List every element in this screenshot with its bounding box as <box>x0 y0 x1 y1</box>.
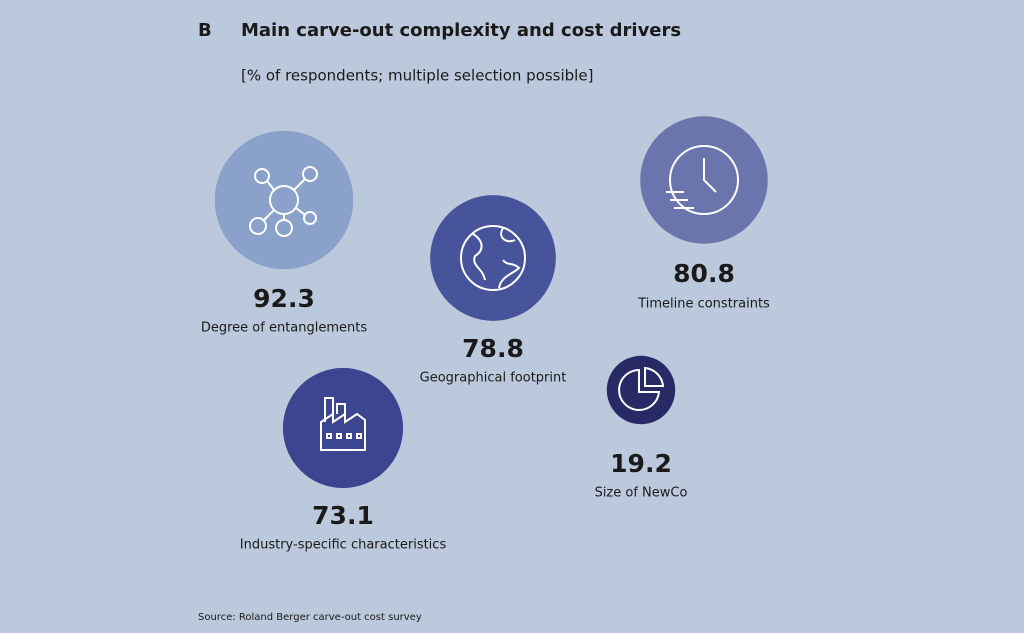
icon-part <box>320 397 366 451</box>
icon <box>618 366 665 411</box>
icon-part <box>666 158 717 209</box>
icon <box>666 145 739 215</box>
icon-part <box>303 211 317 225</box>
bubble <box>282 367 404 489</box>
category-label: Geographical footprint <box>420 371 567 386</box>
bubble <box>606 355 676 425</box>
icon <box>460 225 526 291</box>
icon-part <box>249 217 267 235</box>
category-label: Timeline constraints <box>637 297 770 312</box>
icon <box>320 397 366 451</box>
icon-part <box>356 433 362 439</box>
icon-part <box>346 433 352 439</box>
icon-part <box>266 180 276 192</box>
category-label: Size of NewCo <box>595 486 688 501</box>
icon-part <box>336 433 342 439</box>
bubble <box>214 130 354 270</box>
category-label: Industry-specific characteristics <box>240 538 447 553</box>
icon-part <box>254 168 270 184</box>
category-label: Degree of entanglements <box>201 321 368 336</box>
chart-title: Main carve-out complexity and cost drive… <box>241 20 681 41</box>
value-label: 78.8 <box>462 334 524 363</box>
icon-part <box>295 207 306 216</box>
icon-part <box>472 227 521 289</box>
icon <box>249 166 318 237</box>
icon-part <box>460 225 526 291</box>
chart-subtitle: [% of respondents; multiple selection po… <box>241 67 593 85</box>
icon-part <box>263 209 275 221</box>
icon-part <box>669 145 739 215</box>
panel-label: B <box>198 20 212 41</box>
value-label: 73.1 <box>312 501 374 530</box>
value-label: 19.2 <box>610 449 672 478</box>
bubble <box>430 195 556 321</box>
value-label: 92.3 <box>253 284 315 313</box>
icon-part <box>326 433 332 439</box>
value-label: 80.8 <box>673 259 735 288</box>
icon-part <box>302 166 318 182</box>
icon-part <box>618 366 665 411</box>
source: Source: Roland Berger carve-out cost sur… <box>198 612 422 623</box>
icon-part <box>293 178 306 191</box>
